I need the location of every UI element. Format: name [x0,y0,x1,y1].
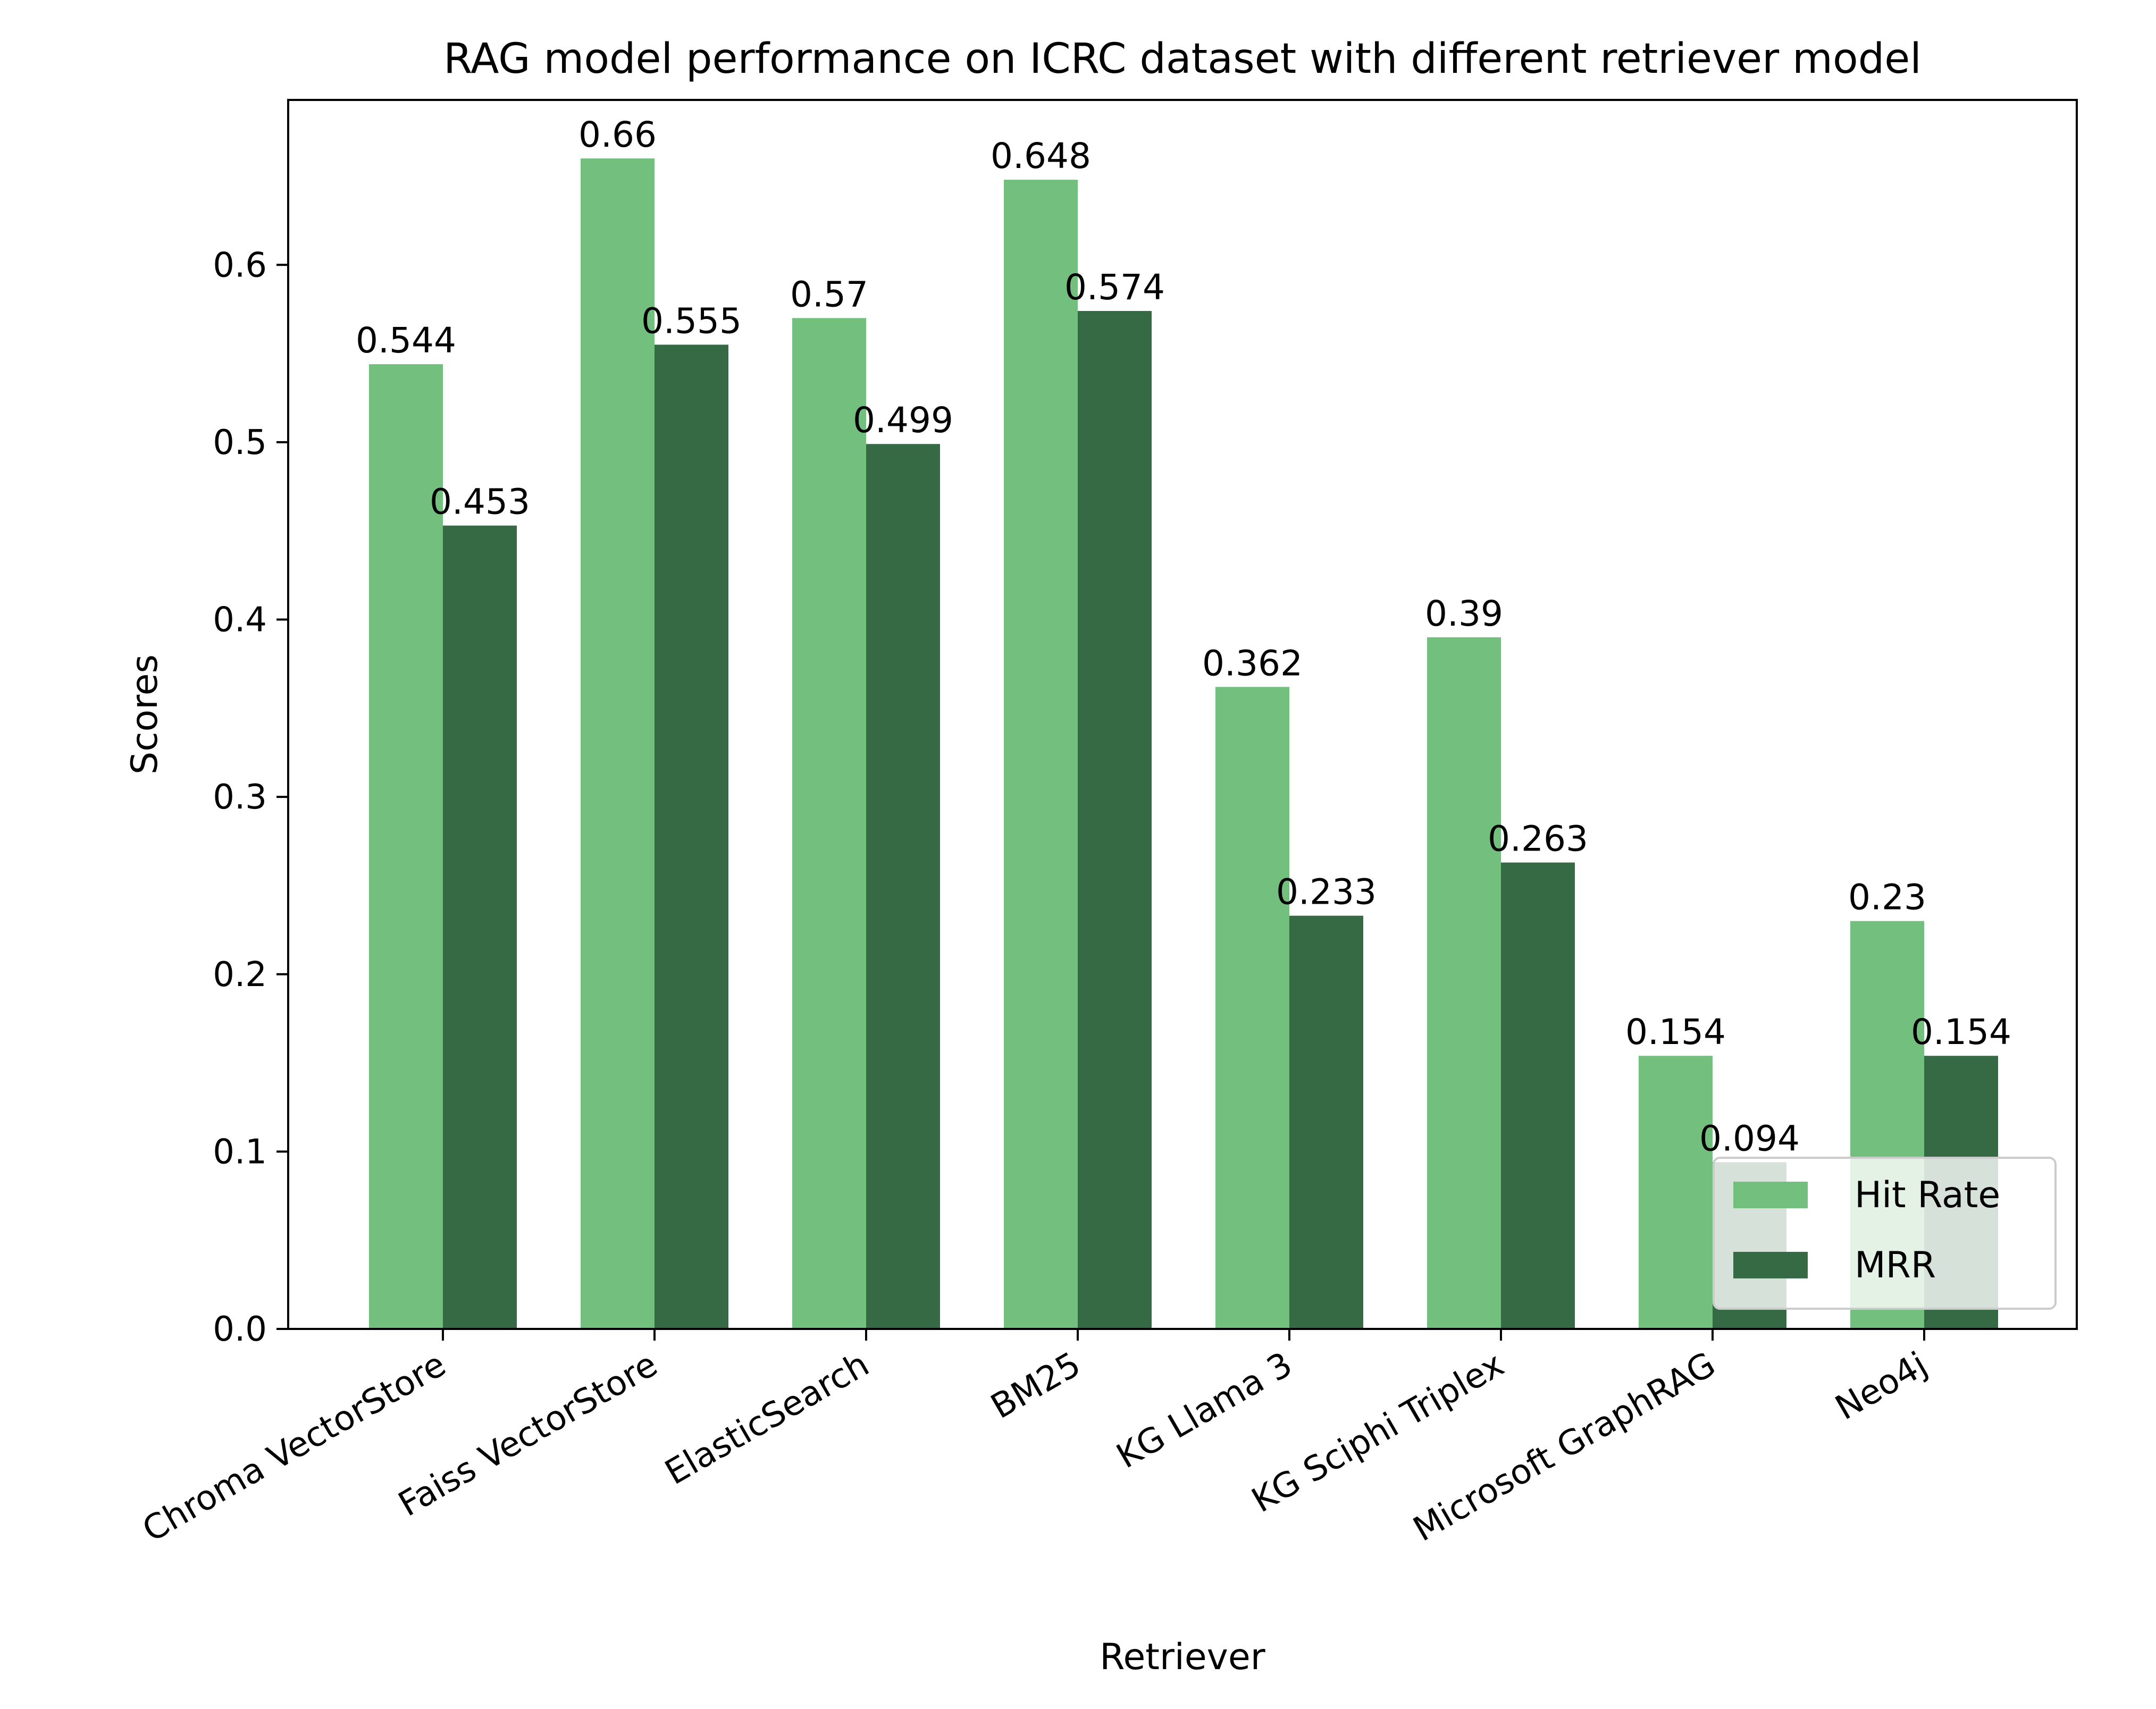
bar-hit-rate-bm25 [1004,180,1078,1329]
legend-swatch-mrr [1733,1252,1808,1278]
bar-hit-rate-kg-sciphi-triplex [1427,637,1501,1329]
data-label-hit-rate-kg-sciphi-triplex: 0.39 [1425,593,1503,634]
bar-mrr-elasticsearch [866,444,940,1329]
data-label-mrr-bm25: 0.574 [1064,267,1165,308]
x-axis-label: Retriever [1100,1636,1265,1678]
data-label-mrr-kg-sciphi-triplex: 0.263 [1488,819,1588,860]
y-axis: 0.0 0.1 0.2 0.3 0.4 0.5 0.6 [213,246,288,1349]
data-label-hit-rate-microsoft-graphrag: 0.154 [1625,1012,1726,1053]
data-label-mrr-neo4j: 0.154 [1911,1012,2011,1053]
y-tick-label: 0.2 [213,955,267,995]
x-tick-label-bm25: BM25 [985,1345,1087,1427]
x-tick-label-kg-llama-3: KG Llama 3 [1110,1345,1299,1477]
legend: Hit Rate MRR [1713,1157,2057,1310]
data-label-mrr-faiss-vectorstore: 0.555 [641,300,742,341]
bar-mrr-faiss-vectorstore [655,344,728,1329]
bar-hit-rate-microsoft-graphrag [1639,1056,1713,1329]
y-axis-label: Scores [124,654,166,774]
y-tick-label: 0.3 [213,778,267,817]
bar-mrr-chroma-vectorstore [443,525,517,1329]
data-label-mrr-kg-llama-3: 0.233 [1276,872,1377,913]
plot-frame [287,99,2078,1330]
x-tick-label-neo4j: Neo4j [1829,1345,1934,1428]
bar-hit-rate-chroma-vectorstore [369,364,443,1329]
data-label-mrr-microsoft-graphrag: 0.094 [1699,1118,1800,1159]
data-label-mrr-elasticsearch: 0.499 [853,400,953,441]
legend-label-hit-rate: Hit Rate [1855,1174,2000,1216]
y-tick-label: 0.1 [213,1132,267,1172]
data-label-hit-rate-faiss-vectorstore: 0.66 [578,114,657,155]
data-label-mrr-chroma-vectorstore: 0.453 [430,482,530,523]
bar-mrr-bm25 [1078,311,1152,1329]
y-tick-label: 0.5 [213,423,267,462]
bar-hit-rate-elasticsearch [792,318,866,1329]
legend-label-mrr: MRR [1855,1244,1936,1286]
x-tick-label-elasticsearch: ElasticSearch [659,1345,876,1493]
chart-title: RAG model performance on ICRC dataset wi… [443,35,1922,83]
data-label-hit-rate-bm25: 0.648 [991,136,1091,176]
y-tick-label: 0.0 [213,1310,267,1349]
data-label-hit-rate-chroma-vectorstore: 0.544 [356,320,456,361]
y-tick-label: 0.4 [213,601,267,640]
x-tick-label-chroma-vectorstore: Chroma VectorStore [136,1345,452,1550]
data-labels-layer: 0.544 0.66 0.57 0.648 0.362 0.39 0.154 0.23 0.45… [356,114,2011,1159]
data-label-hit-rate-neo4j: 0.23 [1848,877,1926,918]
bar-mrr-kg-llama-3 [1289,915,1363,1329]
bar-mrr-kg-sciphi-triplex [1501,862,1575,1329]
data-label-hit-rate-kg-llama-3: 0.362 [1202,643,1303,684]
bar-hit-rate-faiss-vectorstore [581,158,655,1329]
legend-swatch-hit-rate [1733,1182,1808,1208]
bar-hit-rate-kg-llama-3 [1215,687,1289,1329]
y-tick-label: 0.6 [213,246,267,285]
data-label-hit-rate-elasticsearch: 0.57 [790,274,868,315]
